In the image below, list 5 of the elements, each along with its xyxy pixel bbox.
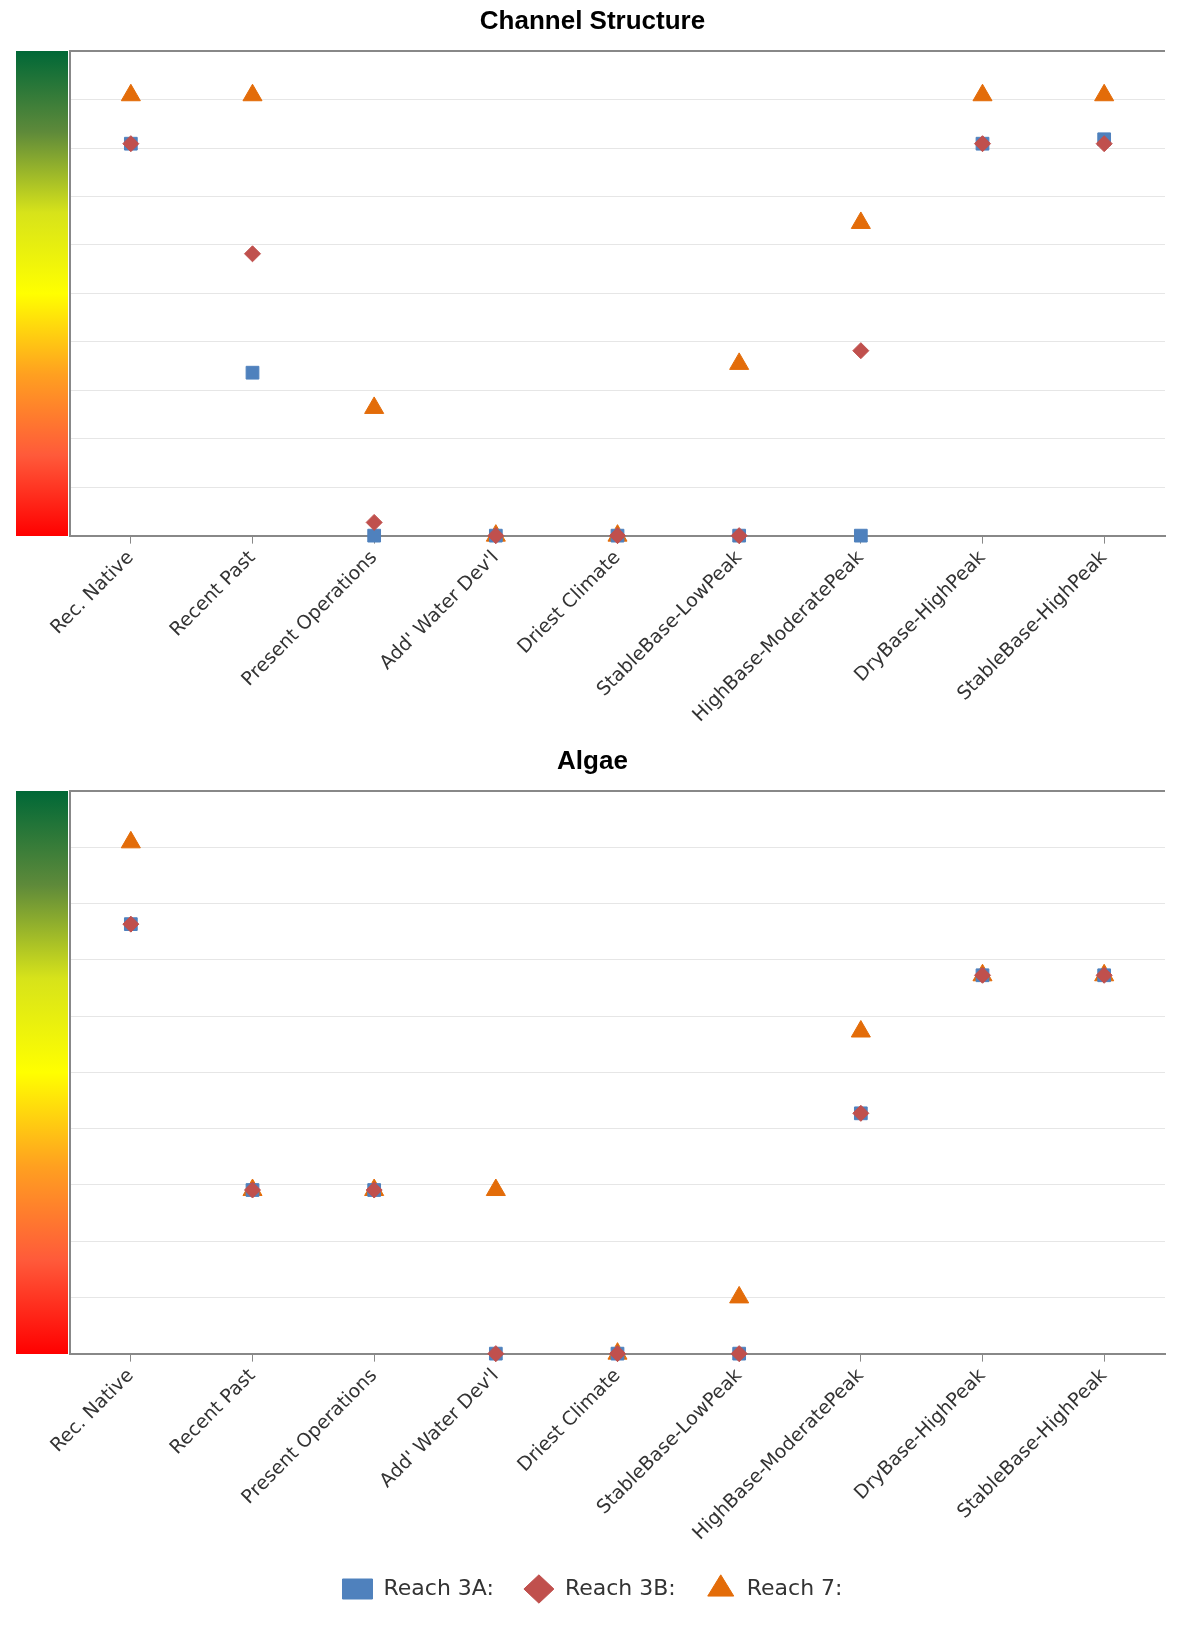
legend-label: Reach 3A: [383,1574,494,1600]
legend-label: Reach 7: [746,1574,843,1600]
chart-title: Algae [557,744,628,775]
legend-label: Reach 3B: [564,1574,676,1600]
chart-title: Channel Structure [479,4,706,35]
